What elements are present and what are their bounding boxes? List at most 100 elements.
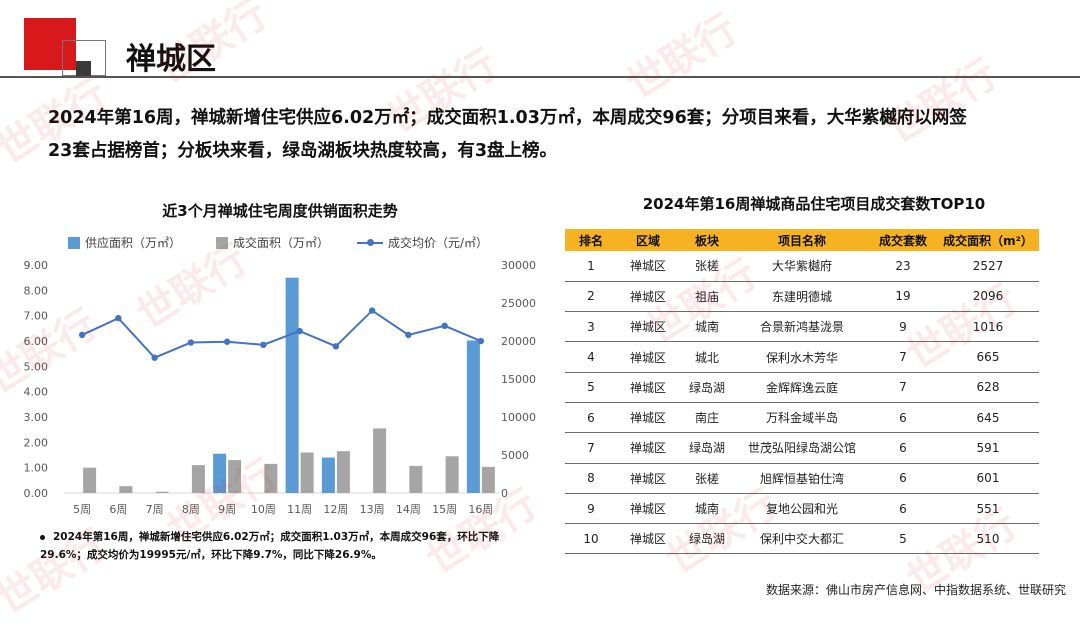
cell-project: 世茂弘阳绿岛湖公馆: [735, 432, 869, 464]
price-point: [405, 331, 412, 339]
legend-item-supply: 供应面积（万㎡）: [68, 234, 181, 251]
legend-label-deal: 成交面积（万㎡）: [233, 236, 330, 250]
header-decoration-dark-square: [76, 61, 91, 76]
y-tick-label-left: 2.00: [24, 436, 49, 449]
cell-district: 禅城区: [617, 432, 679, 464]
bullet-icon: [40, 534, 45, 540]
cell-units: 6: [869, 432, 937, 464]
cell-units: 23: [869, 251, 937, 282]
bar-deal: [228, 460, 242, 493]
legend-item-price: 成交均价（元/㎡）: [357, 234, 488, 251]
cell-rank: 10: [565, 523, 617, 555]
ranking-table: 排名 区域 板块 项目名称 成交套数 成交面积（m²） 1 禅城区 张槎 大华紫樾府 2…: [565, 229, 1039, 555]
bar-deal: [119, 486, 133, 493]
y-tick-label-left: 0.00: [24, 487, 49, 500]
legend-swatch-supply: [68, 236, 80, 249]
chart-note-text-1: 2024年第16周，禅城新增住宅供应6.02万㎡；成交面积1.03万㎡，本周成交…: [53, 531, 500, 543]
legend-swatch-price: [357, 238, 383, 246]
y-tick-label-right: 15000: [501, 373, 536, 386]
y-tick-label-right: 30000: [501, 259, 536, 272]
chart-note: 2024年第16周，禅城新增住宅供应6.02万㎡；成交面积1.03万㎡，本周成交…: [40, 528, 550, 564]
cell-area: 1016: [937, 311, 1039, 343]
x-tick-label: 6周: [109, 503, 127, 516]
y-tick-label-right: 10000: [501, 411, 536, 424]
bar-supply: [285, 277, 299, 493]
cell-district: 禅城区: [617, 463, 679, 494]
price-point: [187, 339, 195, 346]
header-units: 成交套数: [869, 229, 937, 251]
ranking-body: 1 禅城区 张槎 大华紫樾府 23 2527 2 禅城区 祖庙 东建明德城 19 2096 3 禅城区 城南…: [565, 251, 1039, 555]
y-tick-label-right: 20000: [501, 335, 536, 348]
cell-area: 628: [937, 372, 1039, 403]
price-point: [260, 341, 267, 348]
cell-units: 7: [869, 341, 937, 373]
cell-project: 复地公园和光: [735, 493, 869, 525]
bar-deal: [373, 428, 387, 493]
cell-rank: 1: [565, 251, 617, 282]
bar-deal: [445, 456, 459, 493]
cell-block: 祖庙: [679, 281, 735, 313]
table-row: 3 禅城区 城南 合景新鸿基泷景 9 1016: [565, 311, 1039, 343]
cell-district: 禅城区: [617, 341, 679, 373]
bar-supply: [213, 453, 227, 493]
x-tick-label: 12周: [323, 503, 348, 516]
cell-area: 551: [937, 493, 1039, 525]
bar-deal: [300, 452, 314, 493]
cell-block: 张槎: [679, 251, 735, 282]
cell-area: 601: [937, 463, 1039, 494]
cell-area: 645: [937, 402, 1039, 434]
y-tick-label-left: 1.00: [24, 462, 49, 475]
legend-swatch-deal: [216, 236, 228, 249]
x-tick-label: 14周: [396, 503, 421, 516]
bar-supply: [321, 457, 335, 493]
legend-label-supply: 供应面积（万㎡）: [85, 236, 182, 250]
bar-deal: [409, 465, 423, 493]
cell-block: 城南: [679, 493, 735, 525]
cell-district: 禅城区: [617, 402, 679, 434]
price-point: [368, 307, 376, 314]
y-tick-label-right: 5000: [501, 449, 529, 462]
cell-rank: 9: [565, 493, 617, 525]
y-tick-label-left: 7.00: [24, 310, 49, 323]
x-tick-label: 9周: [218, 503, 236, 516]
cell-units: 6: [869, 493, 937, 525]
title-divider: [0, 76, 1080, 78]
summary-line-2: 23套占据榜首；分板块来看，绿岛湖板块热度较高，有3盘上榜。: [48, 141, 558, 161]
chart-note-line-1: 2024年第16周，禅城新增住宅供应6.02万㎡；成交面积1.03万㎡，本周成交…: [40, 528, 550, 546]
y-tick-label-right: 25000: [501, 297, 536, 310]
header-district: 区域: [617, 229, 679, 251]
cell-project: 合景新鸿基泷景: [735, 311, 869, 343]
cell-district: 禅城区: [617, 372, 679, 403]
cell-block: 城南: [679, 311, 735, 343]
bar-deal: [336, 451, 350, 493]
bar-deal: [481, 466, 495, 493]
price-point: [477, 337, 485, 345]
cell-units: 5: [869, 523, 937, 555]
y-tick-label-left: 8.00: [24, 284, 49, 297]
data-source: 数据来源：佛山市房产信息网、中指数据系统、世联研究: [765, 583, 1066, 597]
header-decoration-red-square: [24, 18, 76, 70]
x-tick-label: 8周: [182, 503, 200, 516]
y-tick-label-left: 3.00: [24, 411, 49, 424]
x-tick-label: 10周: [251, 503, 276, 516]
x-tick-label: 15周: [432, 503, 457, 516]
price-point: [115, 315, 122, 322]
price-point: [78, 331, 86, 339]
chart-title: 近3个月禅城住宅周度供销面积走势: [162, 202, 398, 220]
table-row: 4 禅城区 城北 保利水木芳华 7 665: [565, 341, 1039, 373]
header-rank: 排名: [565, 229, 617, 251]
cell-district: 禅城区: [617, 251, 679, 282]
price-line: [81, 309, 482, 359]
cell-block: 南庄: [679, 402, 735, 434]
y-tick-label-left: 5.00: [24, 360, 49, 373]
ranking-header-row: 排名 区域 板块 项目名称 成交套数 成交面积（m²）: [565, 229, 1039, 251]
cell-rank: 8: [565, 463, 617, 494]
price-point: [296, 327, 303, 335]
cell-project: 保利水木芳华: [735, 341, 869, 373]
cell-rank: 2: [565, 281, 617, 313]
chart-note-line-2: 29.6%；成交均价为19995元/㎡，环比下降9.7%，同比下降26.9%。: [40, 549, 382, 561]
summary-text: 2024年第16周，禅城新增住宅供应6.02万㎡；成交面积1.03万㎡，本周成交…: [48, 102, 1058, 168]
header-block: 板块: [679, 229, 735, 251]
chart-legend: 供应面积（万㎡） 成交面积（万㎡） 成交均价（元/㎡）: [0, 234, 560, 254]
cell-project: 金辉辉逸云庭: [735, 372, 869, 403]
